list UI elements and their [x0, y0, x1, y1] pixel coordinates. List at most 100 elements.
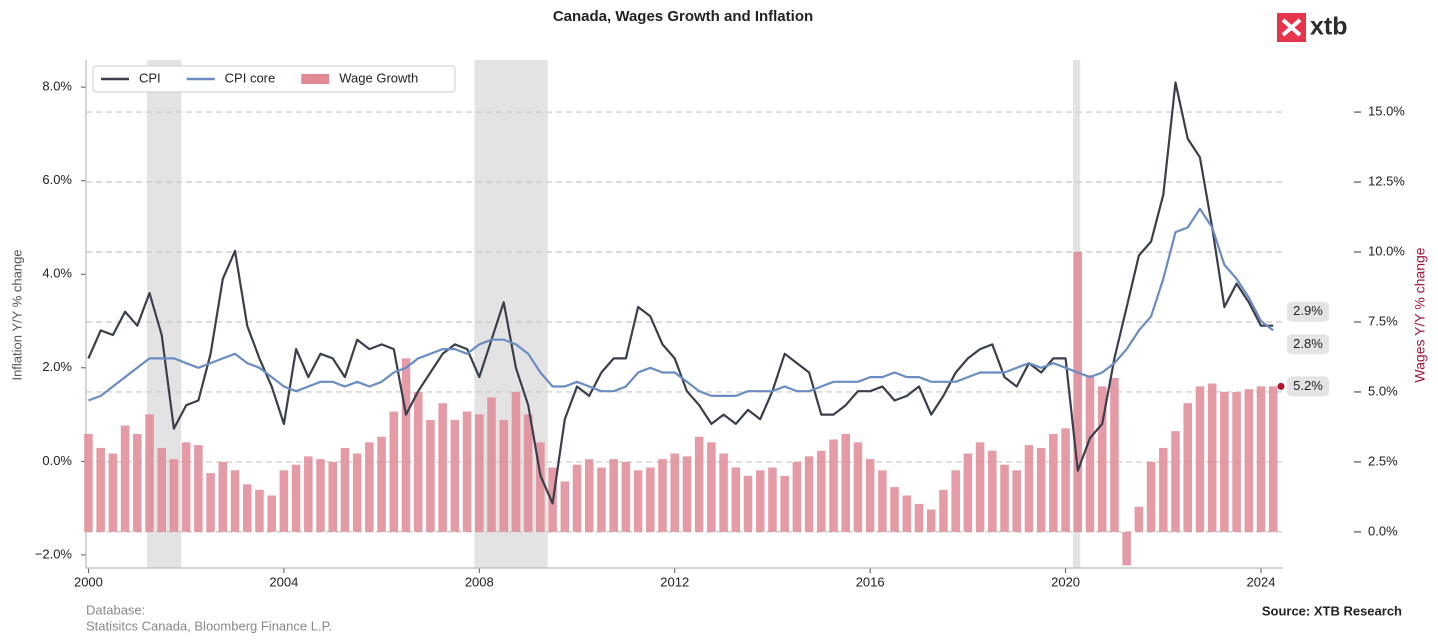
wage-bar [206, 473, 215, 532]
wage-bar [853, 442, 863, 532]
wage-bar [304, 456, 313, 532]
wage-bar [1097, 386, 1107, 532]
footnote-title: Database: [86, 602, 145, 617]
wage-bar [890, 487, 899, 532]
wage-bar [230, 470, 240, 532]
wage-bar [1110, 377, 1119, 532]
wage-bar [975, 442, 985, 532]
wage-bar [1049, 433, 1058, 532]
wage-bar [84, 433, 93, 532]
wage-bar [1061, 428, 1070, 532]
wage-bar [865, 459, 875, 532]
end-label: 2.8% [1293, 336, 1323, 351]
wage-bar [1195, 386, 1205, 532]
x-tick-label: 2012 [660, 574, 689, 589]
wage-bar [328, 461, 338, 532]
wage-bar [572, 464, 582, 532]
wage-bar [658, 459, 667, 532]
logo-x [1281, 18, 1302, 37]
wage-bar [780, 475, 789, 532]
legend-label: CPI core [225, 70, 276, 85]
wage-bar [450, 419, 460, 532]
y2-tick-label: 15.0% [1368, 103, 1405, 118]
wage-bar [218, 461, 228, 532]
y2-tick-label: 12.5% [1368, 173, 1405, 188]
wage-bar [768, 467, 777, 532]
wage-bar [682, 456, 692, 532]
source: Source: XTB Research [1262, 603, 1402, 618]
wage-bar [487, 397, 496, 532]
wage-bar [1244, 389, 1254, 532]
y2-tick-label: 0.0% [1368, 523, 1398, 538]
recession-shade [474, 60, 548, 568]
wage-bar [621, 461, 631, 532]
wage-bar [462, 411, 472, 532]
wage-bar [352, 453, 362, 532]
wage-bar [1159, 447, 1168, 532]
y-tick-label: 6.0% [42, 172, 72, 187]
wage-bar [511, 391, 521, 532]
y2-tick-label: 10.0% [1368, 243, 1405, 258]
wage-bar [1024, 445, 1034, 532]
wage-bar [133, 433, 142, 532]
wage-bar [1000, 464, 1009, 532]
wage-bar [1122, 531, 1131, 566]
wage-bar [475, 414, 484, 532]
wage-bar [1134, 506, 1144, 532]
wage-bar [108, 453, 118, 532]
wage-bar [365, 442, 374, 532]
wage-bar [255, 489, 264, 532]
logo: xtb [1277, 13, 1348, 42]
wage-bar [377, 436, 386, 532]
wage-bar [242, 484, 252, 532]
y2-tick-label: 2.5% [1368, 453, 1398, 468]
x-tick-label: 2024 [1247, 574, 1276, 589]
wage-bar [1036, 447, 1046, 532]
wage-bar [694, 436, 704, 532]
wage-bar [926, 509, 936, 532]
y2-tick-label: 7.5% [1368, 313, 1398, 328]
end-label-box [1287, 376, 1329, 397]
wage-bar [96, 447, 105, 532]
wage-bar [291, 464, 301, 532]
wage-bar [914, 503, 924, 532]
chart-title: Canada, Wages Growth and Inflation [553, 8, 813, 25]
wage-bar [560, 481, 570, 532]
y2-axis-label: Wages Y/Y % change [1412, 247, 1428, 382]
wage-bar [389, 411, 399, 532]
wage-bar [597, 467, 606, 532]
wage-bar [939, 489, 948, 532]
wage-bar [267, 495, 276, 532]
y-axis-label: Inflation Y/Y % change [9, 249, 24, 380]
wage-bar [181, 442, 191, 532]
series-line [88, 207, 1274, 402]
wage-bar [1207, 383, 1217, 532]
wage-bar [499, 419, 509, 532]
wage-bar [1256, 386, 1266, 532]
end-label: 2.9% [1293, 303, 1323, 318]
legend-box [92, 65, 456, 93]
y2-tick-label: 5.0% [1368, 383, 1398, 398]
x-tick-label: 2016 [856, 574, 885, 589]
wage-bar [169, 459, 179, 532]
logo-text: xtb [1310, 13, 1348, 41]
wage-bar [817, 450, 826, 532]
wage-bar [1146, 461, 1156, 532]
wage-bar [670, 453, 680, 532]
y-tick-label: 8.0% [42, 79, 72, 94]
x-tick-label: 2020 [1051, 574, 1080, 589]
wage-bar [1232, 391, 1241, 532]
legend-label: Wage Growth [339, 70, 418, 85]
wage-bar [1183, 403, 1193, 532]
wage-bar [707, 442, 716, 532]
wage-bar [145, 414, 154, 532]
wage-bar [804, 456, 814, 532]
wage-bar [120, 425, 130, 532]
wage-bar [1220, 391, 1229, 532]
wage-bar [438, 403, 447, 532]
wage-bar [536, 442, 545, 532]
wage-bar [1268, 386, 1278, 532]
wage-bar [743, 475, 753, 532]
wage-bar [194, 445, 203, 532]
